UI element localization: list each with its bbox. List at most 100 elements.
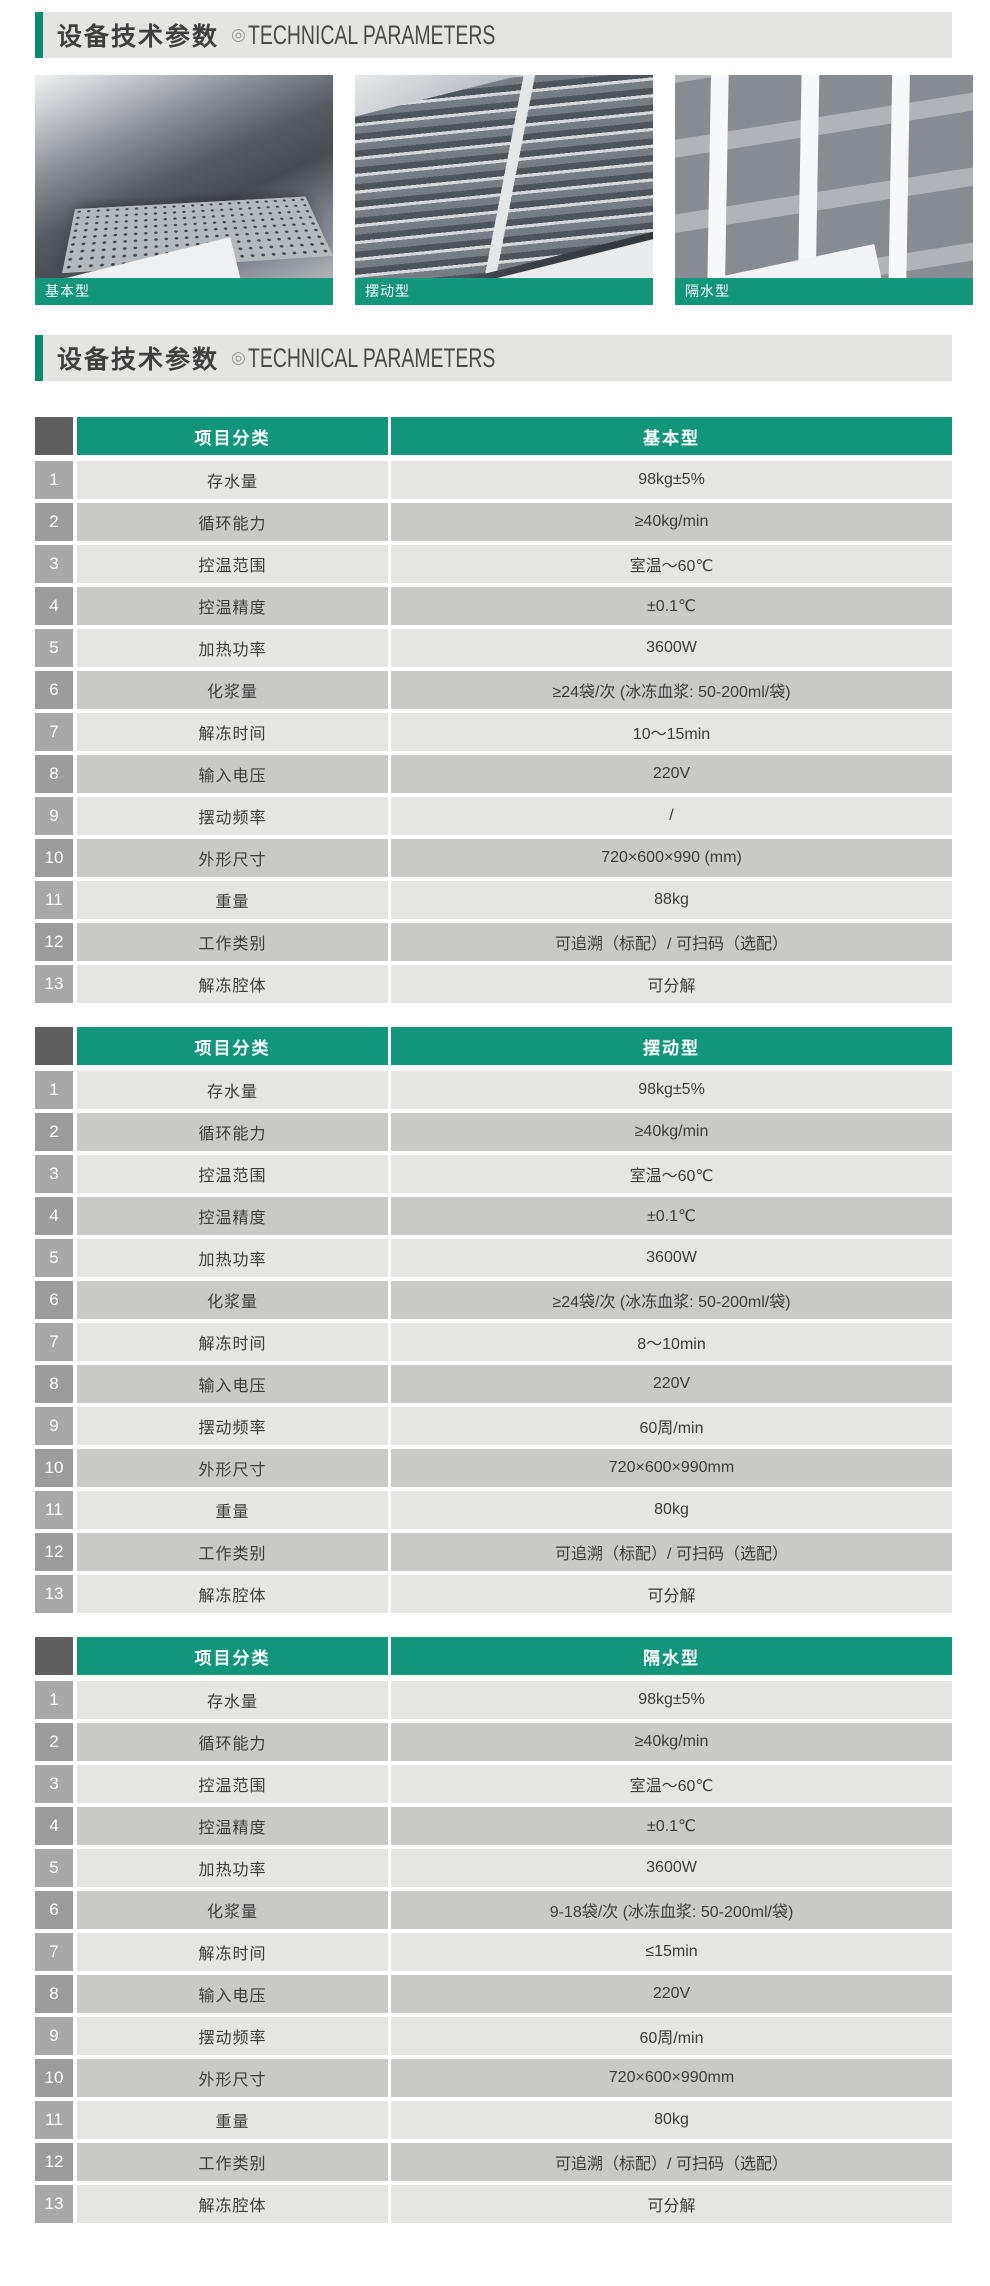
row-value: 可追溯（标配）/ 可扫码（选配） [391,923,952,961]
table-row: 11 重量 80kg [35,2101,952,2139]
table-row: 3 控温范围 室温～60℃ [35,1155,952,1193]
table-header-row: 项目分类 隔水型 [35,1637,952,1675]
row-label: 解冻腔体 [77,1575,388,1613]
table-row: 7 解冻时间 8～10min [35,1323,952,1361]
row-value: 80kg [391,2101,952,2139]
spec-table: 项目分类 摆动型 1 存水量 98kg±5% 2 循环能力 ≥40kg/min … [35,1027,952,1613]
row-value: 88kg [391,881,952,919]
table-row: 4 控温精度 ±0.1℃ [35,1807,952,1845]
row-value: ≥24袋/次 (冰冻血浆: 50-200ml/袋) [391,671,952,709]
product-image-label: 隔水型 [675,278,973,305]
row-value: 98kg±5% [391,461,952,499]
page-title-en: TECHNICAL PARAMETERS [247,342,496,373]
table-row: 7 解冻时间 10～15min [35,713,952,751]
row-value: 室温～60℃ [391,1155,952,1193]
table-row: 4 控温精度 ±0.1℃ [35,1197,952,1235]
product-image-card: 基本型 [35,75,333,305]
row-value: 220V [391,1365,952,1403]
row-value: ≤15min [391,1933,952,1971]
row-value: ±0.1℃ [391,1197,952,1235]
product-photo [675,75,973,305]
row-value: 室温～60℃ [391,545,952,583]
column-header-category: 项目分类 [77,1637,388,1675]
row-number: 13 [35,965,73,1003]
row-label: 控温精度 [77,587,388,625]
row-label: 外形尺寸 [77,2059,388,2097]
row-value: ≥24袋/次 (冰冻血浆: 50-200ml/袋) [391,1281,952,1319]
row-label: 存水量 [77,1681,388,1719]
row-label: 解冻腔体 [77,2185,388,2223]
column-header-category: 项目分类 [77,417,388,455]
row-label: 解冻时间 [77,1323,388,1361]
product-photo [355,75,653,305]
product-image-card: 摆动型 [355,75,653,305]
row-value: 80kg [391,1491,952,1529]
row-number: 3 [35,1765,73,1803]
row-number: 11 [35,1491,73,1529]
row-value: 可追溯（标配）/ 可扫码（选配） [391,1533,952,1571]
row-number: 12 [35,2143,73,2181]
table-row: 13 解冻腔体 可分解 [35,1575,952,1613]
page-title-en: TECHNICAL PARAMETERS [247,19,496,50]
row-number: 6 [35,1891,73,1929]
row-value: 98kg±5% [391,1071,952,1109]
row-value: 98kg±5% [391,1681,952,1719]
column-header-model: 隔水型 [391,1637,952,1675]
table-row: 8 输入电压 220V [35,1365,952,1403]
spec-table: 项目分类 隔水型 1 存水量 98kg±5% 2 循环能力 ≥40kg/min … [35,1637,952,2223]
row-number: 12 [35,923,73,961]
table-row: 1 存水量 98kg±5% [35,1071,952,1109]
row-label: 输入电压 [77,1365,388,1403]
corner-cell [35,1637,73,1675]
row-number: 7 [35,713,73,751]
row-value: 8～10min [391,1323,952,1361]
table-row: 9 摆动频率 / [35,797,952,835]
row-label: 控温精度 [77,1807,388,1845]
row-value: 可追溯（标配）/ 可扫码（选配） [391,2143,952,2181]
row-value: 3600W [391,629,952,667]
row-label: 解冻时间 [77,713,388,751]
column-header-model: 基本型 [391,417,952,455]
row-number: 7 [35,1933,73,1971]
product-image-card: 隔水型 [675,75,973,305]
row-label: 工作类别 [77,923,388,961]
row-label: 控温精度 [77,1197,388,1235]
row-label: 摆动频率 [77,2017,388,2055]
corner-cell [35,1027,73,1065]
table-row: 8 输入电压 220V [35,755,952,793]
row-value: ≥40kg/min [391,503,952,541]
row-number: 5 [35,629,73,667]
row-number: 6 [35,671,73,709]
row-value: 室温～60℃ [391,1765,952,1803]
row-label: 输入电压 [77,1975,388,2013]
product-image-label: 摆动型 [355,278,653,305]
table-row: 5 加热功率 3600W [35,1239,952,1277]
row-label: 重量 [77,1491,388,1529]
table-row: 1 存水量 98kg±5% [35,1681,952,1719]
row-number: 4 [35,1197,73,1235]
row-value: ≥40kg/min [391,1723,952,1761]
row-number: 9 [35,1407,73,1445]
row-label: 化浆量 [77,1891,388,1929]
row-value: 220V [391,1975,952,2013]
row-number: 11 [35,2101,73,2139]
row-number: 11 [35,881,73,919]
row-label: 循环能力 [77,1113,388,1151]
table-row: 11 重量 88kg [35,881,952,919]
table-row: 6 化浆量 ≥24袋/次 (冰冻血浆: 50-200ml/袋) [35,1281,952,1319]
row-label: 加热功率 [77,629,388,667]
table-row: 10 外形尺寸 720×600×990mm [35,2059,952,2097]
row-value: 9-18袋/次 (冰冻血浆: 50-200ml/袋) [391,1891,952,1929]
row-label: 控温范围 [77,545,388,583]
table-row: 9 摆动频率 60周/min [35,1407,952,1445]
row-label: 化浆量 [77,671,388,709]
row-label: 解冻腔体 [77,965,388,1003]
table-body: 1 存水量 98kg±5% 2 循环能力 ≥40kg/min 3 控温范围 室温… [35,1071,952,1613]
row-label: 控温范围 [77,1765,388,1803]
table-row: 2 循环能力 ≥40kg/min [35,503,952,541]
row-value: 10～15min [391,713,952,751]
table-header-row: 项目分类 摆动型 [35,1027,952,1065]
row-value: ±0.1℃ [391,587,952,625]
table-row: 3 控温范围 室温～60℃ [35,545,952,583]
